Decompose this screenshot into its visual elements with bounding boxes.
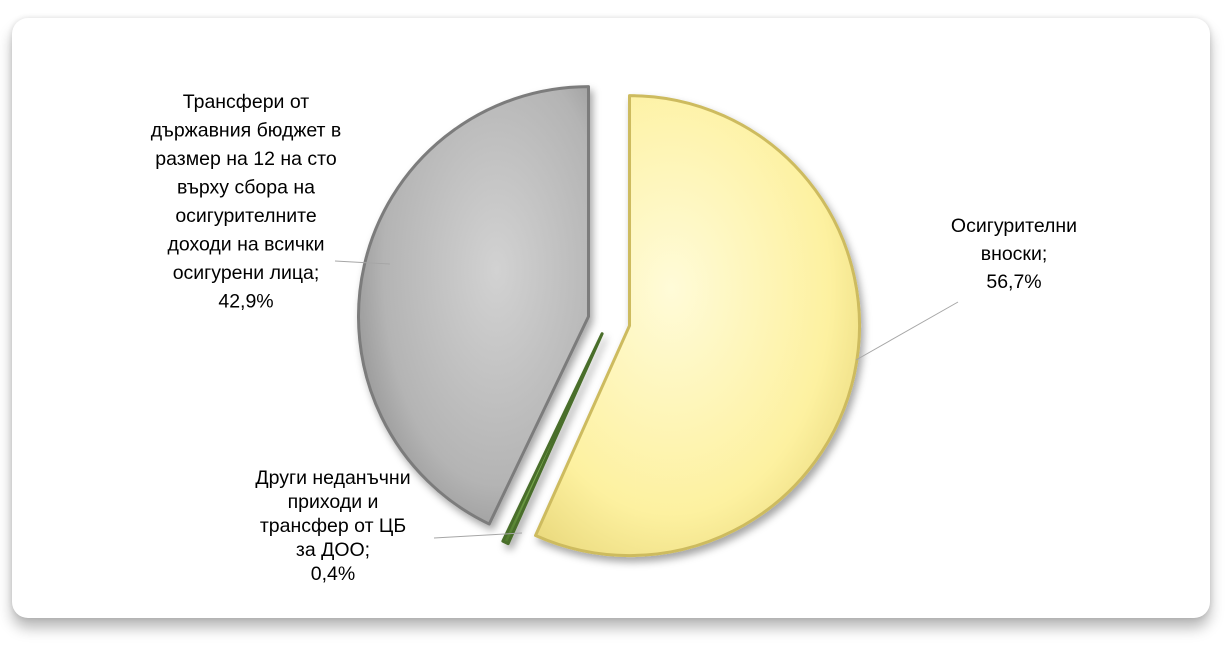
data-label-line: 0,4% [311, 563, 355, 585]
data-label-line: доходи на всички [167, 234, 324, 256]
data-label-line: за ДОО; [296, 539, 370, 561]
leader-line [433, 532, 523, 539]
data-label-line: вноски; [981, 243, 1048, 265]
data-label: Осигурителни вноски; 56,7% [951, 215, 1077, 293]
data-label: Други неданъчни приходи и трансфер от ЦБ за… [255, 467, 410, 585]
data-label-line: 42,9% [218, 291, 273, 313]
data-label-line: Други неданъчни [255, 467, 410, 489]
data-label-line: Осигурителни [951, 215, 1077, 237]
data-label-line: 56,7% [986, 271, 1041, 293]
data-label-line: върху сбора на [177, 177, 315, 199]
data-label: Трансфери от държавния бюджет в размер на … [151, 91, 342, 313]
data-label-line: Трансфери от [183, 91, 309, 113]
data-label-line: държавния бюджет в [151, 120, 342, 142]
slice-state-budget-transfers [357, 85, 590, 526]
slice-other-non-tax-revenue [501, 332, 604, 546]
data-label-line: осигурени лица; [173, 262, 320, 284]
data-label-line: размер на 12 на сто [155, 148, 337, 170]
leader-line [855, 301, 959, 361]
slice-insurance-contributions [534, 94, 861, 558]
leader-line [334, 260, 391, 265]
data-label-line: приходи и [288, 491, 379, 513]
data-label-line: осигурителните [175, 205, 316, 227]
data-label-line: трансфер от ЦБ [260, 515, 406, 537]
